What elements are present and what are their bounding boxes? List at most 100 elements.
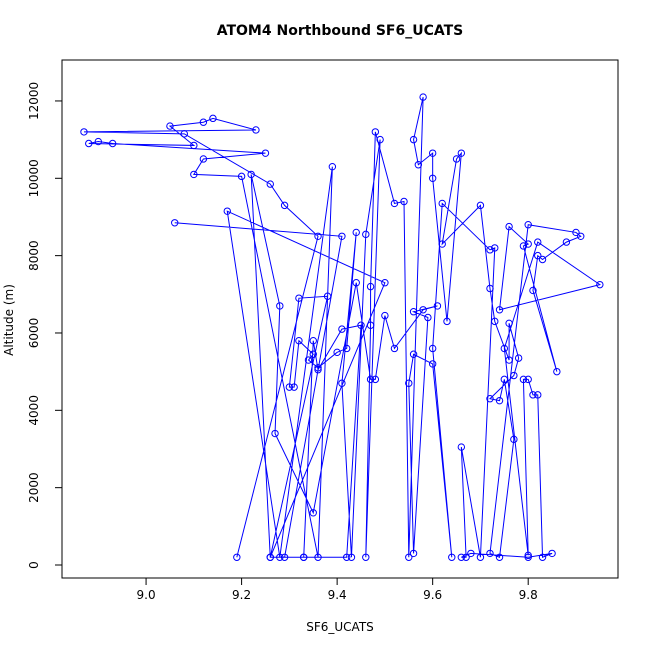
- data-point: [424, 313, 432, 322]
- data-point: [85, 139, 93, 148]
- data-point: [314, 553, 322, 561]
- y-tick-label: 4000: [27, 395, 41, 426]
- chart-title: ATOM4 Northbound SF6_UCATS: [217, 23, 464, 39]
- data-point: [491, 317, 499, 326]
- data-point: [457, 553, 466, 561]
- data-point: [199, 155, 208, 163]
- data-point: [190, 170, 198, 179]
- data-point: [428, 344, 437, 353]
- data-point: [419, 93, 427, 101]
- data-point: [409, 549, 418, 558]
- data-point: [438, 240, 446, 248]
- data-point: [495, 396, 504, 405]
- data-point: [562, 238, 571, 246]
- data-point: [534, 238, 542, 246]
- data-point: [491, 244, 499, 252]
- data-point: [252, 126, 260, 134]
- data-point: [405, 379, 413, 387]
- data-point: [323, 292, 332, 300]
- data-point: [352, 228, 360, 237]
- data-point: [271, 429, 279, 438]
- data-point: [529, 391, 537, 399]
- data-point: [94, 137, 103, 146]
- data-point: [233, 553, 241, 561]
- data-point: [295, 337, 303, 345]
- data-point: [290, 383, 298, 391]
- data-point: [448, 553, 456, 561]
- data-point: [381, 311, 389, 320]
- data-point: [295, 294, 303, 302]
- data-point: [338, 379, 346, 387]
- data-point: [538, 553, 547, 561]
- data-point: [467, 549, 475, 558]
- data-point: [505, 222, 513, 231]
- data-point: [333, 348, 341, 357]
- data-point: [457, 443, 466, 451]
- data-point: [328, 162, 337, 171]
- y-tick-label: 12000: [27, 82, 41, 120]
- data-point: [261, 149, 270, 157]
- data-point: [443, 317, 451, 326]
- data-point: [180, 130, 188, 138]
- data-point: [338, 325, 346, 333]
- data-point: [572, 228, 580, 237]
- data-point: [519, 375, 528, 384]
- data-point: [577, 232, 585, 241]
- data-point: [280, 201, 289, 210]
- data-point: [538, 255, 547, 264]
- data-point: [548, 549, 556, 558]
- y-axis-label: Altitude (m): [2, 284, 16, 356]
- data-point: [414, 161, 423, 169]
- data-point: [524, 551, 532, 560]
- data-point: [366, 282, 375, 291]
- data-point: [486, 549, 494, 558]
- data-point: [438, 199, 446, 208]
- plot-frame: [61, 59, 619, 579]
- data-point: [428, 174, 437, 182]
- data-point: [357, 321, 365, 329]
- data-point: [266, 180, 274, 188]
- x-tick-label: 9.8: [519, 588, 538, 602]
- data-point: [524, 375, 532, 384]
- data-point: [390, 344, 399, 353]
- data-point: [342, 344, 351, 353]
- data-point: [405, 553, 413, 561]
- data-point: [209, 114, 217, 123]
- data-point: [199, 118, 208, 126]
- data-point: [390, 199, 399, 208]
- data-point: [223, 207, 231, 215]
- data-point: [166, 122, 174, 130]
- data-point: [500, 375, 509, 384]
- data-point: [362, 553, 370, 561]
- x-tick-label: 9.6: [423, 588, 442, 602]
- data-point: [505, 356, 513, 364]
- data-point: [514, 354, 523, 362]
- data-point: [362, 230, 370, 239]
- data-line: [83, 96, 602, 559]
- data-point: [247, 170, 255, 179]
- data-point: [428, 360, 437, 368]
- data-point: [108, 139, 117, 148]
- data-point: [409, 350, 418, 358]
- data-point: [524, 240, 532, 248]
- data-point: [276, 302, 284, 310]
- y-tick-label: 0: [27, 561, 41, 569]
- data-point: [400, 197, 408, 206]
- data-point: [280, 553, 289, 561]
- data-point: [457, 149, 466, 157]
- data-point: [486, 284, 494, 293]
- x-tick-label: 9.2: [232, 588, 251, 602]
- data-point: [495, 306, 504, 314]
- data-point: [462, 553, 470, 561]
- data-point: [428, 149, 437, 157]
- data-point: [309, 337, 317, 345]
- data-point: [486, 395, 494, 403]
- data-point: [524, 553, 532, 561]
- data-point: [409, 308, 418, 316]
- data-point: [366, 321, 375, 329]
- data-point: [495, 553, 504, 561]
- data-point: [171, 219, 179, 227]
- data-point: [505, 319, 513, 328]
- y-tick-label: 10000: [27, 159, 41, 197]
- data-point: [366, 375, 375, 384]
